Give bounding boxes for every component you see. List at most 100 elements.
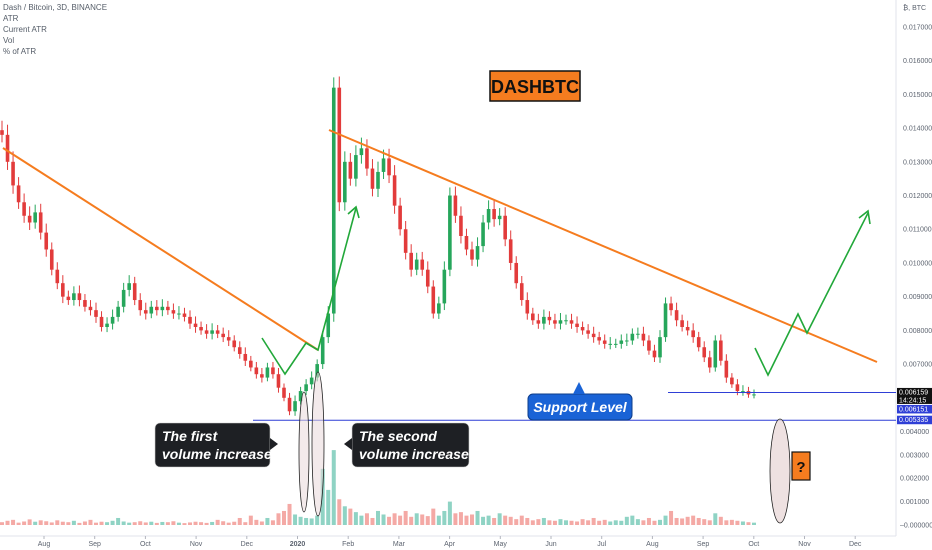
volume-bar	[160, 521, 165, 525]
projection-arrowhead-2	[858, 209, 871, 225]
candle-body	[243, 353, 248, 361]
candle-body	[553, 320, 557, 324]
candle-body	[0, 130, 4, 135]
volume-bar	[71, 520, 76, 525]
volume-tick-label: 0.003000	[900, 452, 929, 459]
price-tick-label: 0.009000	[903, 294, 932, 301]
chart-title: DASHBTC	[491, 77, 579, 97]
candle-body	[464, 235, 469, 250]
candle-body	[459, 215, 463, 236]
volume-bar	[132, 522, 137, 525]
candle-body	[177, 313, 181, 315]
volume-bar	[436, 515, 441, 525]
volume-bar	[680, 518, 685, 525]
volume-bar	[110, 520, 115, 525]
candle-body	[38, 212, 43, 233]
candle-body	[337, 87, 342, 203]
question-badge	[791, 451, 811, 481]
candle-body	[569, 320, 574, 324]
legend-indicator-pct-atr: % of ATR	[3, 47, 36, 56]
candle-body	[22, 202, 26, 216]
candle-body	[221, 333, 225, 338]
time-axis-ticks: Aug Sep Oct Nov Dec 2020 Feb Mar Apr May Jun Jul Aug…	[38, 536, 862, 548]
candle-body	[215, 330, 220, 334]
price-tag	[897, 387, 932, 404]
volume-bar	[707, 520, 712, 525]
candle-body	[166, 306, 170, 311]
candle-body	[735, 384, 740, 392]
volume-bar	[447, 501, 452, 525]
candle-body	[486, 209, 491, 223]
trendline-right	[328, 129, 878, 363]
volume-bar	[121, 521, 126, 525]
time-tick-label: Aug	[38, 541, 51, 548]
volume-bar	[624, 516, 629, 525]
candle-body	[719, 340, 723, 361]
volume-bar	[575, 521, 580, 525]
candle-body	[713, 340, 718, 368]
candle-body	[188, 316, 192, 324]
price-tick-label: 0.017000	[903, 24, 932, 31]
candle-body	[425, 269, 430, 287]
candlestick-series	[0, 76, 756, 416]
candle-body	[475, 246, 480, 260]
volume-bar	[165, 522, 170, 525]
volume-bar	[718, 516, 723, 525]
candle-body	[193, 323, 198, 328]
candle-body	[354, 155, 358, 179]
legend: Dash / Bitcoin, 3D, BINANCE ATR Current …	[3, 3, 107, 56]
candle-body	[613, 343, 618, 345]
candle-body	[293, 401, 297, 412]
volume-bar	[182, 523, 187, 525]
volume-bar	[154, 522, 159, 525]
volume-bar	[514, 519, 519, 525]
volume-bar	[265, 517, 270, 525]
projection-arrowhead-1	[347, 205, 360, 219]
volume-bar	[508, 516, 513, 525]
trendline-left	[2, 147, 319, 351]
candle-body	[182, 313, 187, 317]
volume-bar	[558, 519, 563, 525]
volume-tick-label: 0.004000	[900, 429, 929, 436]
price-tick-label: 0.015000	[903, 92, 932, 99]
volume-bar	[619, 520, 624, 525]
volume-bar	[138, 521, 143, 525]
volume-bar	[403, 510, 408, 525]
volume-ellipse-second	[311, 371, 325, 517]
volume-bar	[464, 515, 469, 525]
candle-body	[276, 374, 281, 388]
time-tick-label: Aug	[646, 541, 659, 548]
candle-body	[27, 215, 32, 223]
candle-body	[121, 289, 126, 307]
price-tick-label: 0.010000	[903, 260, 932, 267]
volume-bar	[88, 519, 93, 525]
volume-bar	[293, 514, 298, 525]
candle-body	[707, 357, 712, 368]
candle-body	[304, 384, 308, 392]
volume-bar	[696, 517, 701, 525]
candle-body	[315, 364, 319, 378]
candle-body	[392, 175, 397, 206]
volume-bar	[16, 522, 21, 525]
volume-bar	[176, 522, 181, 525]
volume-bar	[11, 519, 16, 525]
candle-body	[470, 249, 474, 260]
volume-bar	[60, 521, 65, 525]
volume-bar	[116, 517, 121, 525]
volume-bar	[337, 499, 342, 525]
candle-body	[204, 330, 209, 334]
volume-bar	[204, 522, 209, 525]
volume-bar	[547, 520, 552, 525]
volume-bar	[38, 520, 43, 525]
candle-body	[105, 323, 109, 328]
candle-body	[602, 340, 607, 344]
candle-body	[514, 262, 519, 284]
volume-bar	[453, 513, 458, 525]
candle-body	[16, 185, 21, 203]
volume-bar	[392, 513, 397, 525]
candle-body	[254, 367, 259, 375]
volume-bar	[99, 521, 104, 525]
time-tick-label: Nov	[798, 541, 811, 548]
volume-bar	[613, 520, 618, 525]
volume-bar	[752, 522, 756, 525]
